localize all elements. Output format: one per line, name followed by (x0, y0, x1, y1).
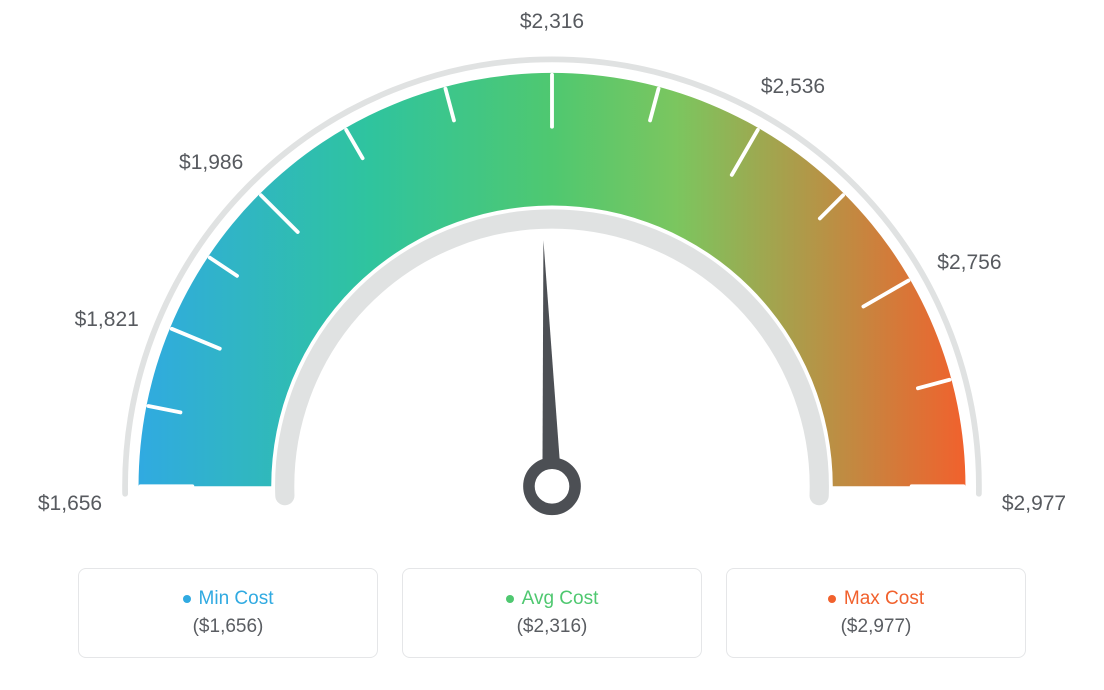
gauge-tick-label: $1,986 (179, 151, 243, 175)
gauge-tick-label: $2,977 (1002, 492, 1066, 516)
max-cost-dot (828, 595, 836, 603)
min-cost-card: Min Cost ($1,656) (78, 568, 378, 658)
avg-cost-value: ($2,316) (517, 616, 588, 638)
min-cost-dot (183, 595, 191, 603)
avg-cost-label: Avg Cost (522, 588, 599, 610)
avg-cost-card: Avg Cost ($2,316) (402, 568, 702, 658)
min-cost-value: ($1,656) (193, 616, 264, 638)
summary-cards: Min Cost ($1,656) Avg Cost ($2,316) Max … (78, 568, 1026, 658)
gauge: $1,656$1,821$1,986$2,316$2,536$2,756$2,9… (72, 44, 1032, 544)
min-cost-title: Min Cost (183, 588, 274, 610)
avg-cost-dot (506, 595, 514, 603)
max-cost-card: Max Cost ($2,977) (726, 568, 1026, 658)
gauge-tick-label: $2,316 (520, 10, 584, 34)
min-cost-label: Min Cost (199, 588, 274, 610)
gauge-svg (72, 44, 1032, 544)
max-cost-label: Max Cost (844, 588, 924, 610)
gauge-tick-label: $1,656 (38, 492, 102, 516)
max-cost-value: ($2,977) (841, 616, 912, 638)
gauge-tick-label: $2,536 (761, 75, 825, 99)
gauge-tick-label: $1,821 (75, 308, 139, 332)
gauge-tick-label: $2,756 (937, 251, 1001, 275)
cost-gauge-chart: $1,656 $1,821 $1,986 $2,316 $2,536 $2,756 $2,9… (0, 0, 1104, 690)
max-cost-title: Max Cost (828, 588, 924, 610)
avg-cost-title: Avg Cost (506, 588, 599, 610)
